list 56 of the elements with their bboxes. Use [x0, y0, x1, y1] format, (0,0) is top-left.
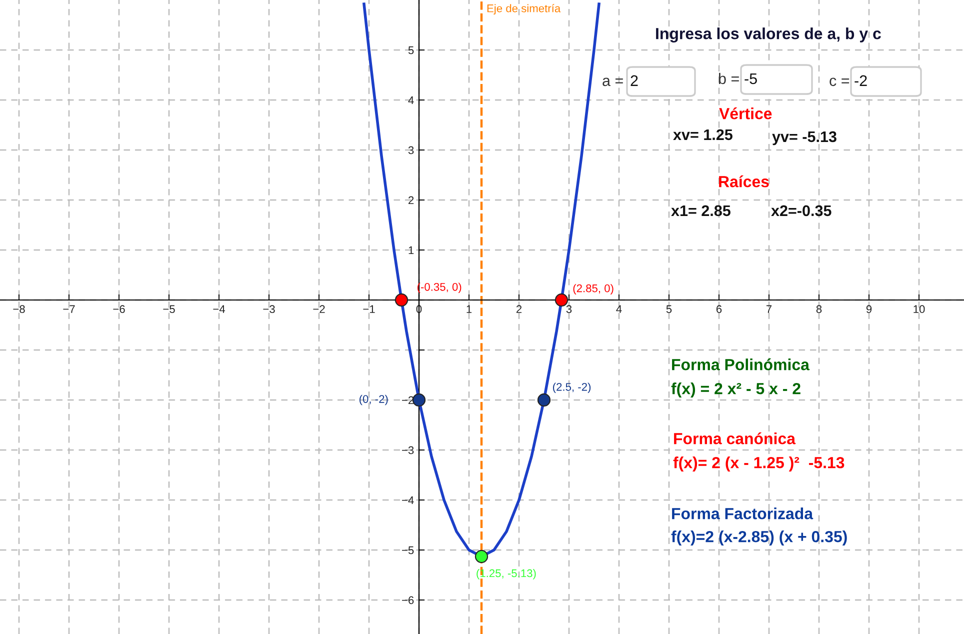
annotation: yv= -5.13	[772, 131, 836, 146]
point	[537, 393, 551, 407]
x-tick-label: 7	[766, 305, 772, 313]
annotation: (0, -2)	[360, 394, 388, 406]
x-tick-label: −7	[63, 305, 75, 313]
y-tick-label: −5	[402, 546, 414, 554]
annotation: Forma Polinómica	[672, 358, 810, 370]
x-tick-label: 3	[566, 305, 572, 314]
y-tick-label: 5	[408, 46, 414, 54]
annotation: xv= 1.25	[673, 129, 732, 140]
annotation: b =	[718, 72, 739, 84]
annotation: Raíces	[719, 175, 769, 188]
y-tick-label: 4	[408, 96, 414, 104]
point	[474, 550, 488, 564]
annotation: x2=-0.35	[771, 205, 832, 216]
x-tick-label: 10	[914, 305, 925, 314]
annotation: Forma Factorizada	[672, 508, 814, 520]
annotation: f(x)=2 (x-2.85) (x + 0.35)	[671, 530, 847, 546]
x-tick-label: −2	[313, 305, 325, 313]
annotation: f(x) = 2 x² - 5 x - 2	[671, 382, 800, 398]
annotation: (2.5, -2)	[553, 382, 591, 394]
annotation: x1= 2.85	[671, 205, 730, 216]
annotation: 2	[630, 75, 638, 86]
x-tick-label: 8	[816, 305, 822, 314]
y-tick-label: −3	[402, 446, 414, 454]
x-tick-label: −4	[213, 305, 226, 313]
x-tick-label: −3	[263, 305, 275, 314]
point	[394, 293, 408, 307]
x-tick-label: 5	[666, 305, 672, 314]
x-tick-label: 1	[466, 305, 472, 313]
y-tick-label: 3	[408, 146, 414, 154]
point	[412, 393, 426, 407]
annotation: -2	[854, 75, 867, 86]
x-tick-label: −5	[163, 305, 175, 314]
annotation: Vértice	[719, 107, 772, 120]
x-tick-label: 9	[866, 305, 872, 314]
x-tick-label: −1	[363, 305, 375, 313]
y-tick-label: 1	[408, 246, 414, 254]
ref-line-label: Eje de simetría	[487, 4, 561, 14]
annotation: f(x)= 2 (x - 1.25 )² -5.13	[673, 456, 844, 472]
annotation: (2.85, 0)	[573, 284, 614, 294]
annotation: c =	[830, 78, 850, 86]
x-tick-label: −6	[113, 305, 125, 314]
annotation: Forma canónica	[674, 432, 796, 444]
y-tick-label: −4	[402, 496, 414, 504]
y-tick-label: 2	[408, 196, 414, 204]
annotation: a =	[602, 78, 623, 86]
x-tick-label: 2	[516, 305, 522, 313]
annotation: (1.25, -5.13)	[476, 569, 536, 580]
x-tick-label: −8	[13, 305, 25, 314]
x-tick-label: 4	[616, 305, 622, 313]
annotation: -5	[744, 73, 757, 84]
y-tick-label: −6	[402, 596, 414, 604]
annotation: Ingresa los valores de a, b y c	[656, 28, 881, 42]
x-tick-label: 6	[716, 305, 722, 314]
point	[554, 293, 568, 307]
